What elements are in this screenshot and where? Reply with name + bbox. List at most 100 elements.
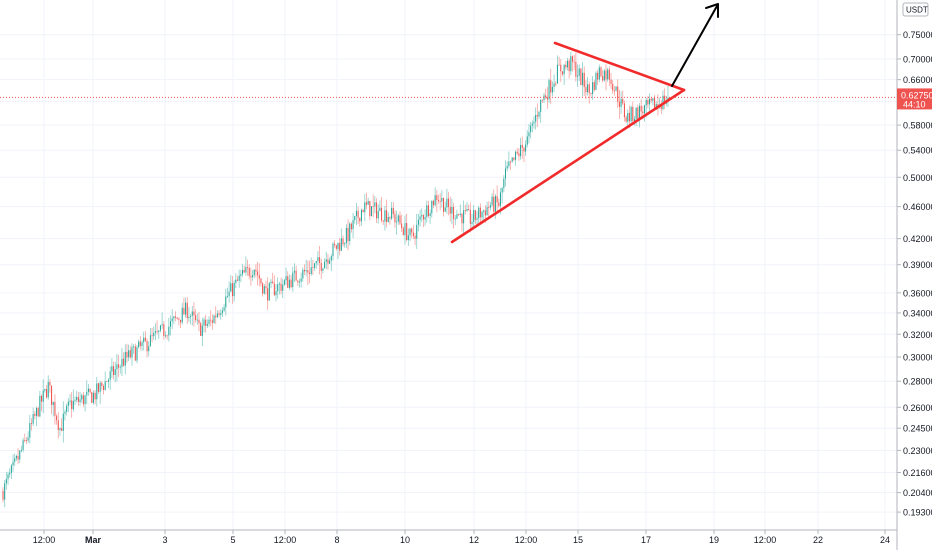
candle [181,302,183,325]
candle-body [571,56,574,62]
candle-body [233,282,235,297]
candle [66,403,68,416]
candle-body [615,86,617,91]
candle [431,200,433,218]
candles [2,51,669,508]
candle-body [555,83,557,85]
candle-body [525,144,527,152]
candle [89,388,91,394]
candle [612,80,614,94]
candle-body [268,283,270,301]
candle [565,60,567,70]
candle [295,265,297,281]
candle-body [206,323,208,326]
price-axis[interactable]: 0.750000.700000.660000.620000.580000.540… [896,0,932,550]
candle-body [10,465,12,473]
candle [647,96,649,109]
candle [518,148,520,161]
candle-body [102,385,105,390]
candle-body [201,325,203,336]
candle-body [205,319,207,326]
candle-body [637,107,639,120]
candle-body [504,168,507,179]
candle [151,327,153,343]
candle-body [364,202,366,213]
time-tick-label: 8 [334,535,339,545]
candle-body [414,235,416,239]
candle-body [128,350,130,358]
candle [627,109,629,128]
candle-body [578,68,580,76]
candle [531,120,533,133]
candle [402,226,404,236]
candle-body [143,337,145,343]
candle [303,264,306,276]
candle [489,202,491,211]
time-axis[interactable]: 12:00 Mar 3 5 12:00 8 10 12 12:00 15 17 19 12:00 22 24 [0,529,897,545]
candle [148,341,150,357]
candle [287,271,289,288]
candle-body [531,123,533,126]
candle-body [20,449,22,451]
candle-body [588,84,590,94]
candle [243,265,245,273]
candle-body [92,392,94,403]
candle-body [25,440,27,442]
candle-body [325,259,327,262]
candle-body [384,210,386,222]
candle-body [563,64,565,75]
candle [468,204,470,211]
candle-body [605,70,607,80]
candle-body [253,269,255,276]
candle [541,99,543,104]
candle-body [191,311,193,316]
candle-body [288,279,290,288]
candle [399,211,401,226]
candle [478,205,480,225]
candle [233,280,235,302]
candle-body [409,228,411,236]
candle-body [302,269,304,279]
candle-body [305,270,307,272]
candle-body [285,276,287,281]
candle [307,260,309,286]
candle-body [456,214,458,219]
candle-body [427,205,429,217]
candle [526,130,528,148]
candle [501,186,503,204]
candle-body [77,397,79,403]
candle [322,267,324,274]
candle [9,468,11,478]
candle-body [553,83,555,87]
candle [216,310,218,319]
candle [205,314,207,333]
candle [332,242,334,261]
candle-body [30,423,32,424]
candle [379,200,381,212]
candle [623,100,625,122]
candle-body [582,72,584,86]
candle-body [116,364,118,370]
candle [459,204,461,218]
candle-body [226,296,228,298]
candle [104,371,106,391]
candle-body [355,210,357,216]
candle [176,317,178,320]
candle-body [434,195,436,206]
candle [317,251,319,266]
candle-body [332,243,334,257]
candle-body [109,371,111,380]
candle-body [424,216,426,220]
candle [278,281,280,295]
candle-body [488,207,490,208]
candle [392,202,394,219]
candle-body [156,331,158,333]
candle [94,390,96,405]
candle [220,308,222,320]
